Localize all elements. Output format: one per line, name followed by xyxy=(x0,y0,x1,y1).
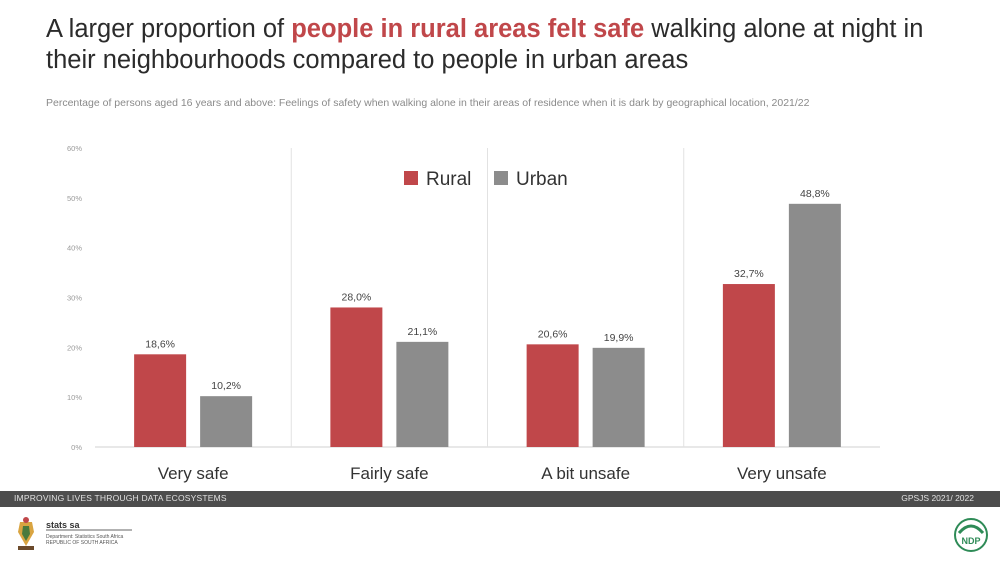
data-label-urban: 21,1% xyxy=(407,326,437,338)
legend-swatch-urban xyxy=(494,171,508,185)
y-tick-label: 60% xyxy=(67,144,82,153)
bar-rural xyxy=(722,284,775,447)
stats-sa-logo-text: stats sa xyxy=(46,520,80,530)
x-category-label: Very unsafe xyxy=(737,464,827,483)
chart-subtitle: Percentage of persons aged 16 years and … xyxy=(46,97,810,109)
data-label-urban: 19,9% xyxy=(604,332,634,344)
y-tick-label: 20% xyxy=(67,343,82,352)
bar-chart: 0% 10% 20% 30% 40% 50% 60% 18,6% 10,2% Very safe 2… xyxy=(67,144,880,483)
bar-urban xyxy=(396,341,449,447)
data-label-rural: 20,6% xyxy=(538,328,568,340)
x-category-label: Fairly safe xyxy=(350,464,428,483)
title-part-1: A larger proportion of xyxy=(46,15,292,43)
y-tick-label: 50% xyxy=(67,194,82,203)
legend-label-urban: Urban xyxy=(516,169,568,190)
title-part-2: walking alone at night in their neighbou… xyxy=(46,15,924,74)
y-tick-label: 10% xyxy=(67,393,82,402)
bar-rural xyxy=(134,354,187,447)
bar-urban xyxy=(200,396,253,447)
legend-swatch-rural xyxy=(404,171,418,185)
footer-period: GPSJS 2021/ 2022 xyxy=(901,493,974,503)
y-tick-label: 0% xyxy=(71,443,82,452)
data-label-rural: 28,0% xyxy=(341,291,371,303)
footer-tagline: IMPROVING LIVES THROUGH DATA ECOSYSTEMS xyxy=(14,493,227,503)
footer-bar: IMPROVING LIVES THROUGH DATA ECOSYSTEMS … xyxy=(0,491,1000,507)
bar-urban xyxy=(592,347,645,447)
y-tick-label: 40% xyxy=(67,244,82,253)
coat-of-arms-icon xyxy=(18,517,132,550)
page-title: A larger proportion of people in rural a… xyxy=(46,14,976,76)
bar-urban xyxy=(788,203,841,447)
stats-sa-logo-subtext: Department: Statistics South Africa REPU… xyxy=(46,534,124,546)
data-label-rural: 18,6% xyxy=(145,338,175,350)
y-tick-label: 30% xyxy=(67,294,82,303)
bar-rural xyxy=(330,307,383,447)
legend-label-rural: Rural xyxy=(426,169,471,190)
x-category-label: Very safe xyxy=(158,464,229,483)
data-label-rural: 32,7% xyxy=(734,268,764,280)
title-highlight: people in rural areas felt safe xyxy=(291,15,645,43)
ndp-logo-icon: NDP xyxy=(954,518,988,552)
x-category-label: A bit unsafe xyxy=(541,464,630,483)
bar-rural xyxy=(526,344,579,447)
data-label-urban: 48,8% xyxy=(800,188,830,200)
data-label-urban: 10,2% xyxy=(211,380,241,392)
ndp-logo-text: NDP xyxy=(961,536,980,546)
